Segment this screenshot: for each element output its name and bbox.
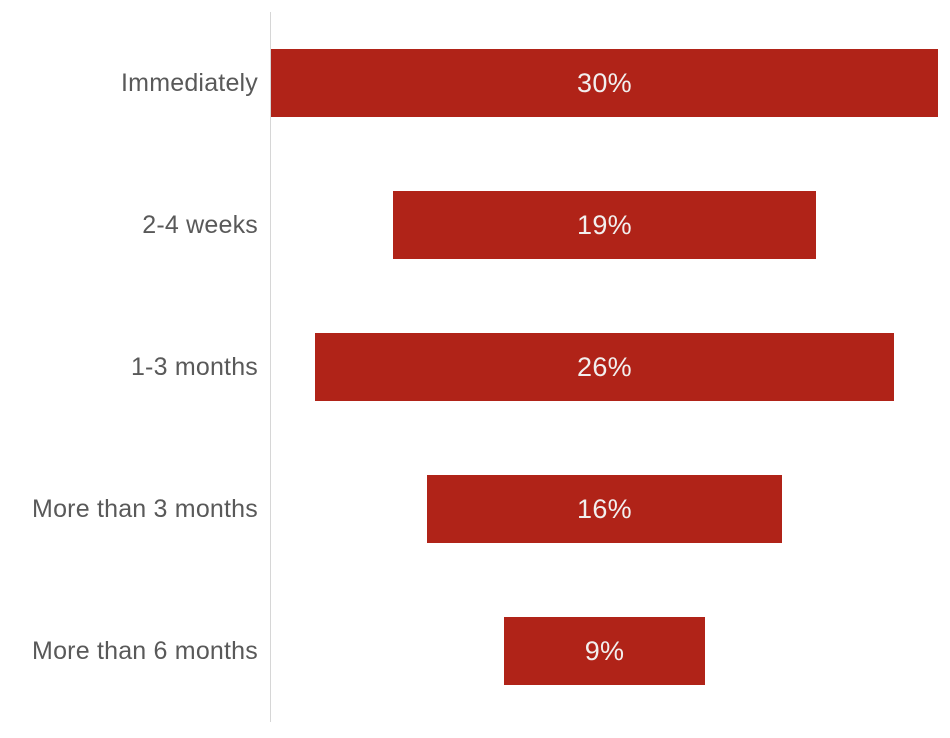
- bar-value-label: 30%: [577, 67, 632, 98]
- category-label: Immediately: [121, 68, 258, 97]
- category-label: 1-3 months: [130, 352, 258, 381]
- category-axis: Immediately 2-4 weeks 1-3 months More than …: [0, 12, 258, 722]
- bar-value-label: 16%: [577, 493, 632, 524]
- plot-area: 30% 19% 26% 16% 9%: [270, 12, 938, 722]
- bar: 26%: [315, 333, 894, 401]
- bar-row: 30%: [271, 12, 938, 154]
- bar: 9%: [504, 617, 705, 685]
- category-label: More than 3 months: [32, 494, 258, 523]
- bar-value-label: 19%: [577, 209, 632, 240]
- bar-row: 9%: [271, 580, 938, 722]
- bar: 19%: [393, 191, 816, 259]
- bar-row: 19%: [271, 154, 938, 296]
- category-label: More than 6 months: [32, 636, 258, 665]
- bar: 16%: [426, 475, 783, 543]
- bar-row: 16%: [271, 438, 938, 580]
- bar-value-label: 26%: [577, 351, 632, 382]
- bar-value-label: 9%: [584, 635, 625, 666]
- bar: 30%: [271, 49, 938, 117]
- category-label: 2-4 weeks: [142, 210, 258, 239]
- bar-row: 26%: [271, 296, 938, 438]
